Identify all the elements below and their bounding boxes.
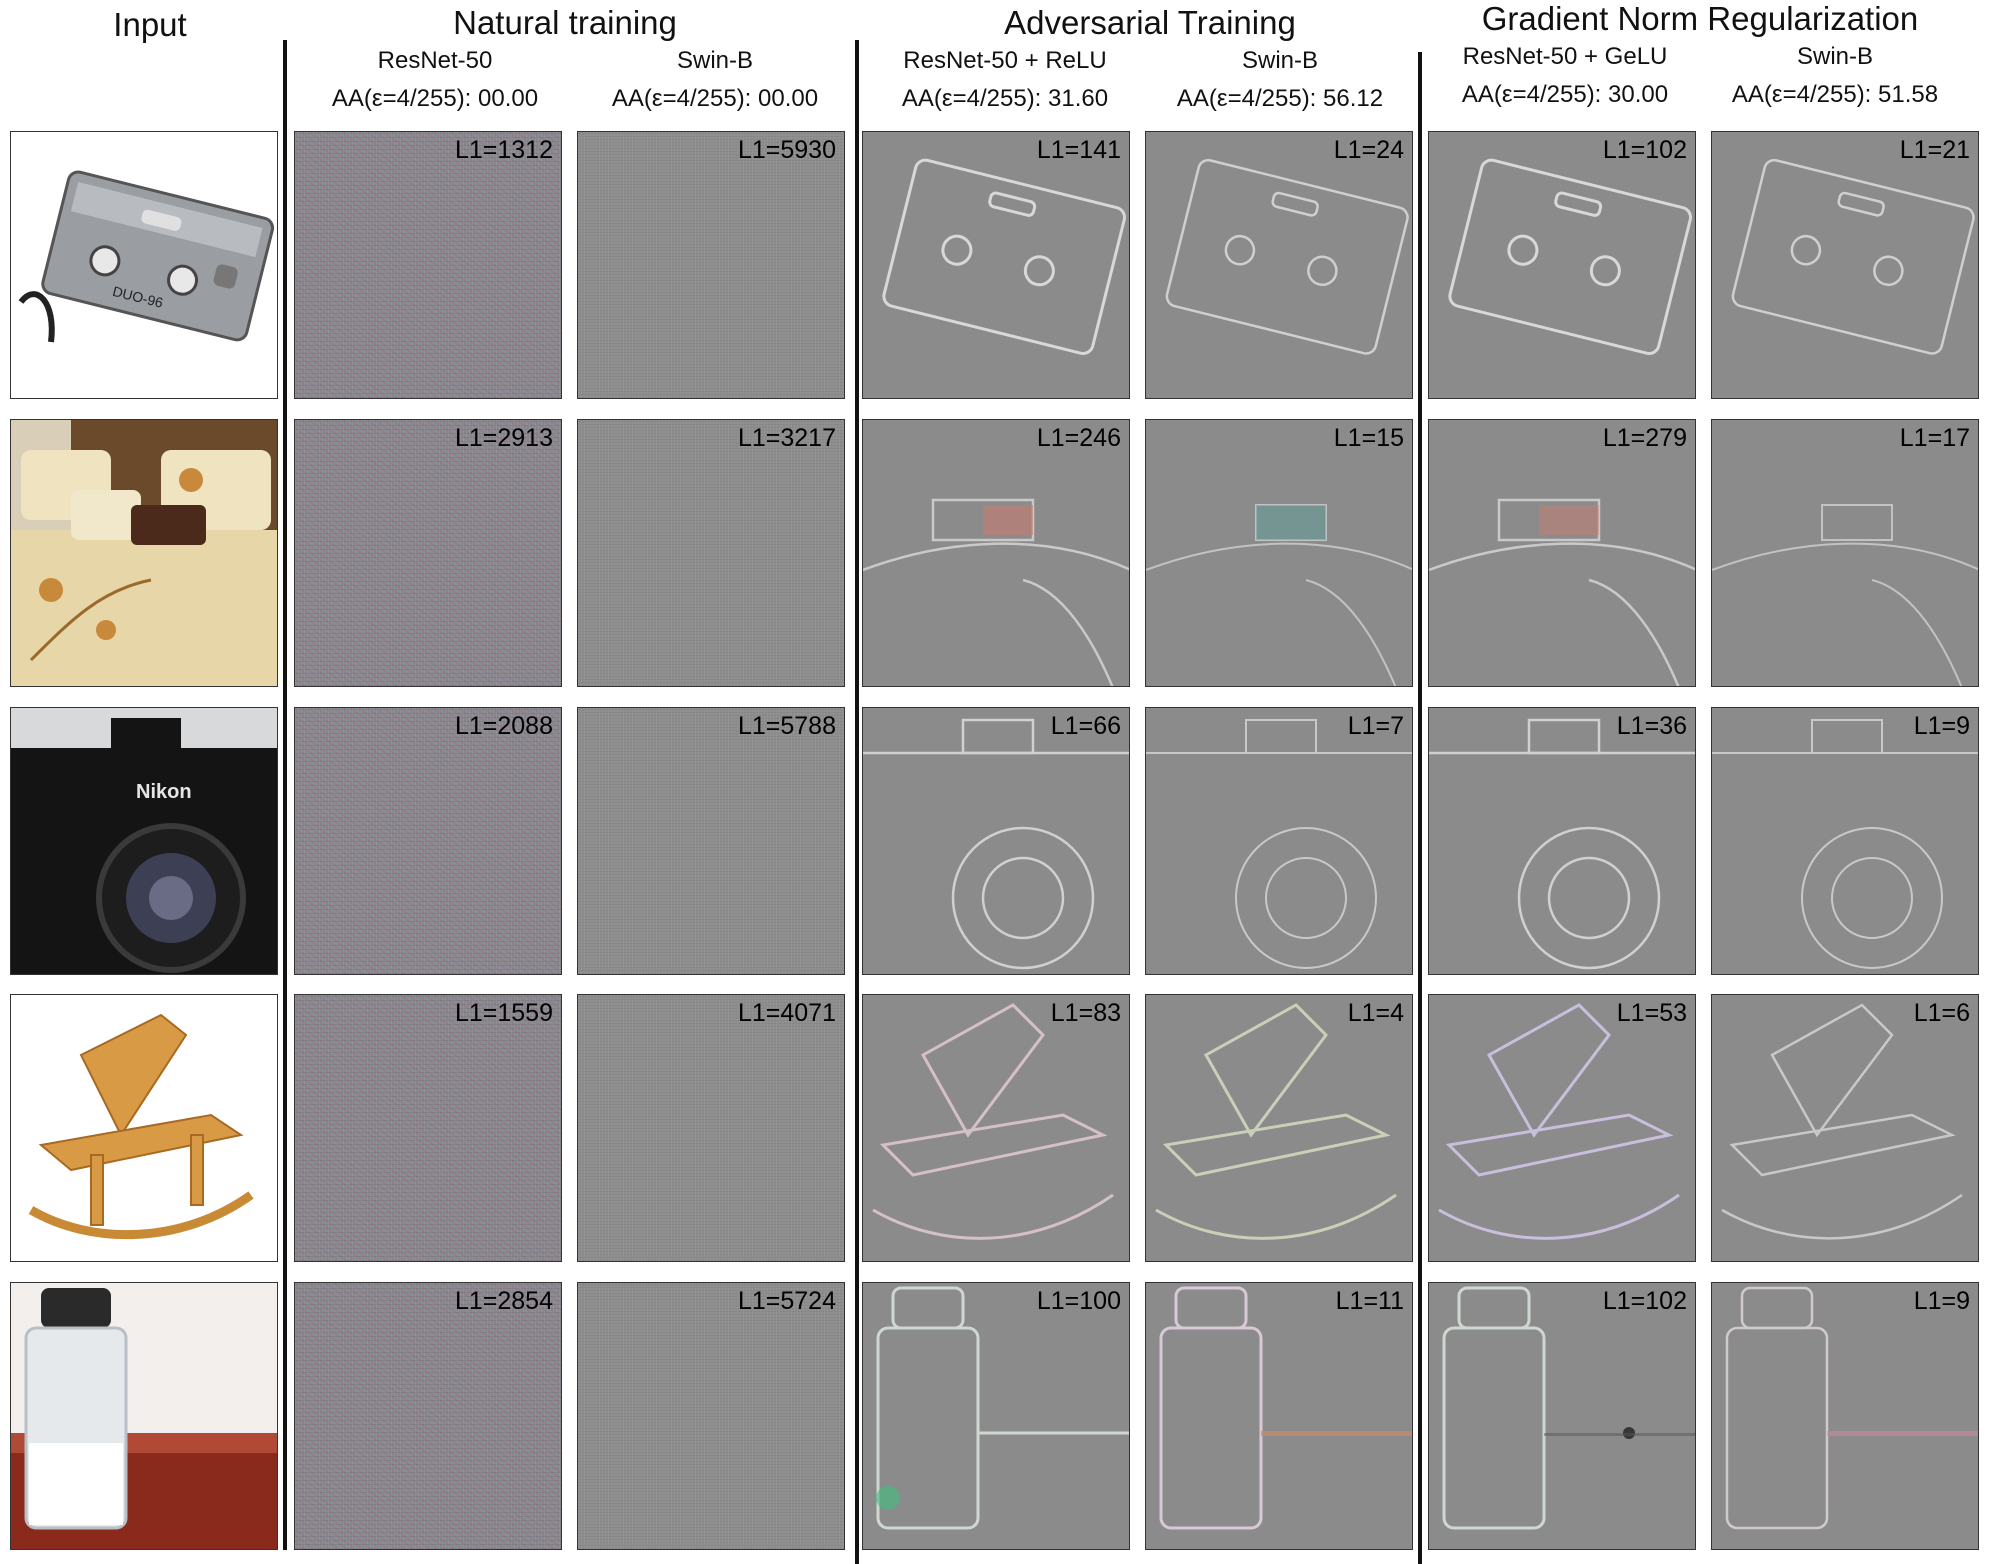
- model-name: Swin-B: [1796, 43, 1874, 70]
- saliency-map: L1=11: [1145, 1282, 1413, 1550]
- column-label-4: Swin-B AA(ε=4/255): 56.12: [1135, 42, 1425, 118]
- saliency-map: L1=2088: [294, 707, 562, 975]
- l1-norm-label: L1=83: [1050, 999, 1121, 1027]
- l1-norm-label: L1=3217: [737, 424, 836, 452]
- column-label-5: ResNet-50 + GeLU AA(ε=4/255): 30.00: [1420, 38, 1710, 114]
- input-image-salt-shaker: [10, 1282, 278, 1550]
- saliency-map: L1=17: [1711, 419, 1979, 687]
- l1-norm-label: L1=1559: [454, 999, 553, 1027]
- saliency-map: L1=5930: [577, 131, 845, 399]
- l1-norm-label: L1=102: [1602, 136, 1687, 164]
- saliency-map: L1=2913: [294, 419, 562, 687]
- l1-norm-label: L1=36: [1616, 712, 1687, 740]
- saliency-map: L1=141: [862, 131, 1130, 399]
- saliency-map: L1=15: [1145, 419, 1413, 687]
- saliency-map: L1=100: [862, 1282, 1130, 1550]
- autoattack-accuracy: AA(ε=4/255): 00.00: [331, 85, 539, 112]
- l1-norm-label: L1=15: [1333, 424, 1404, 452]
- saliency-map: L1=53: [1428, 994, 1696, 1262]
- saliency-map: L1=21: [1711, 131, 1979, 399]
- autoattack-accuracy: AA(ε=4/255): 31.60: [901, 85, 1109, 112]
- group-title-adversarial-training: Adversarial Training: [1004, 4, 1296, 41]
- autoattack-accuracy: AA(ε=4/255): 51.58: [1731, 81, 1939, 108]
- divider-input: [283, 40, 287, 1550]
- saliency-map: L1=36: [1428, 707, 1696, 975]
- l1-norm-label: L1=2854: [454, 1287, 553, 1315]
- l1-norm-label: L1=5930: [737, 136, 836, 164]
- saliency-map: L1=5788: [577, 707, 845, 975]
- saliency-map: L1=4071: [577, 994, 845, 1262]
- saliency-map: L1=1312: [294, 131, 562, 399]
- l1-norm-label: L1=17: [1899, 424, 1970, 452]
- l1-norm-label: L1=6: [1913, 999, 1970, 1027]
- l1-norm-label: L1=7: [1347, 712, 1404, 740]
- saliency-map: L1=24: [1145, 131, 1413, 399]
- l1-norm-label: L1=5788: [737, 712, 836, 740]
- saliency-map: L1=102: [1428, 1282, 1696, 1550]
- input-column-title: Input: [113, 6, 187, 43]
- model-name: Swin-B: [1241, 47, 1319, 74]
- model-name: ResNet-50 + ReLU: [903, 47, 1107, 74]
- autoattack-accuracy: AA(ε=4/255): 30.00: [1461, 81, 1669, 108]
- l1-norm-label: L1=11: [1335, 1287, 1404, 1315]
- column-label-1: ResNet-50 AA(ε=4/255): 00.00: [290, 42, 580, 118]
- l1-norm-label: L1=24: [1333, 136, 1404, 164]
- saliency-map: L1=1559: [294, 994, 562, 1262]
- saliency-map: L1=6: [1711, 994, 1979, 1262]
- input-image-nikon-camera: Nikon: [10, 707, 278, 975]
- saliency-map: L1=7: [1145, 707, 1413, 975]
- column-label-2: Swin-B AA(ε=4/255): 00.00: [570, 42, 860, 118]
- l1-norm-label: L1=53: [1616, 999, 1687, 1027]
- saliency-map: L1=246: [862, 419, 1130, 687]
- model-name: Swin-B: [676, 47, 754, 74]
- l1-norm-label: L1=279: [1602, 424, 1687, 452]
- saliency-map: L1=5724: [577, 1282, 845, 1550]
- l1-norm-label: L1=1312: [454, 136, 553, 164]
- saliency-map: L1=279: [1428, 419, 1696, 687]
- input-image-bed: [10, 419, 278, 687]
- l1-norm-label: L1=102: [1602, 1287, 1687, 1315]
- divider-adversarial: [1418, 52, 1422, 1564]
- saliency-map: L1=3217: [577, 419, 845, 687]
- l1-norm-label: L1=5724: [737, 1287, 836, 1315]
- saliency-map: L1=83: [862, 994, 1130, 1262]
- model-name: ResNet-50 + GeLU: [1462, 43, 1668, 70]
- column-label-3: ResNet-50 + ReLU AA(ε=4/255): 31.60: [860, 42, 1150, 118]
- l1-norm-label: L1=100: [1036, 1287, 1121, 1315]
- saliency-map: L1=66: [862, 707, 1130, 975]
- input-image-cassette-player: DUO-96: [10, 131, 278, 399]
- autoattack-accuracy: AA(ε=4/255): 56.12: [1176, 85, 1384, 112]
- autoattack-accuracy: AA(ε=4/255): 00.00: [611, 85, 819, 112]
- saliency-map: L1=9: [1711, 1282, 1979, 1550]
- l1-norm-label: L1=4: [1347, 999, 1404, 1027]
- l1-norm-label: L1=246: [1036, 424, 1121, 452]
- model-name: ResNet-50: [377, 47, 493, 74]
- l1-norm-label: L1=4071: [737, 999, 836, 1027]
- l1-norm-label: L1=2088: [454, 712, 553, 740]
- saliency-map: L1=9: [1711, 707, 1979, 975]
- saliency-map: L1=2854: [294, 1282, 562, 1550]
- l1-norm-label: L1=2913: [454, 424, 553, 452]
- column-label-6: Swin-B AA(ε=4/255): 51.58: [1690, 38, 1980, 114]
- l1-norm-label: L1=9: [1913, 1287, 1970, 1315]
- l1-norm-label: L1=141: [1036, 136, 1121, 164]
- l1-norm-label: L1=9: [1913, 712, 1970, 740]
- saliency-map: L1=102: [1428, 131, 1696, 399]
- group-title-gradient-norm-regularization: Gradient Norm Regularization: [1481, 0, 1919, 37]
- l1-norm-label: L1=66: [1050, 712, 1121, 740]
- l1-norm-label: L1=21: [1899, 136, 1970, 164]
- camera-brand-text: Nikon: [136, 781, 192, 803]
- saliency-map: L1=4: [1145, 994, 1413, 1262]
- group-title-natural-training: Natural training: [453, 4, 677, 41]
- input-image-rocking-chair: [10, 994, 278, 1262]
- divider-natural: [855, 40, 859, 1564]
